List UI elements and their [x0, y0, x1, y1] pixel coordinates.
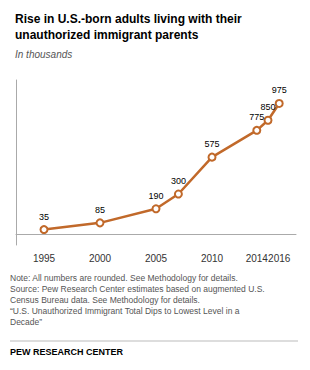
svg-text:2014: 2014	[246, 253, 269, 264]
svg-text:2016: 2016	[268, 253, 291, 264]
svg-text:In thousands: In thousands	[15, 49, 72, 60]
svg-text:unauthorized immigrant parents: unauthorized immigrant parents	[15, 28, 199, 42]
svg-text:35: 35	[39, 212, 49, 222]
svg-text:PEW RESEARCH CENTER: PEW RESEARCH CENTER	[10, 347, 124, 357]
svg-text:1995: 1995	[33, 253, 56, 264]
svg-text:575: 575	[204, 139, 219, 149]
svg-text:Rise in U.S.-born adults livin: Rise in U.S.-born adults living with the…	[15, 12, 242, 26]
svg-text:“U.S. Unauthorized Immigrant T: “U.S. Unauthorized Immigrant Total Dips …	[10, 306, 240, 316]
svg-text:Census Bureau data. See Method: Census Bureau data. See Methodology for …	[10, 295, 200, 305]
svg-text:775: 775	[249, 112, 264, 122]
svg-text:2010: 2010	[201, 253, 224, 264]
svg-text:2000: 2000	[89, 253, 112, 264]
svg-text:85: 85	[95, 205, 105, 215]
svg-text:Decade”: Decade”	[10, 317, 42, 327]
svg-text:190: 190	[148, 191, 163, 201]
svg-text:850: 850	[260, 102, 275, 112]
svg-text:Source: Pew Research Center es: Source: Pew Research Center estimates ba…	[10, 284, 265, 294]
svg-text:975: 975	[272, 85, 287, 95]
svg-text:2005: 2005	[145, 253, 168, 264]
svg-text:Note: All numbers are rounded.: Note: All numbers are rounded. See Metho…	[10, 273, 238, 283]
svg-text:300: 300	[171, 176, 186, 186]
